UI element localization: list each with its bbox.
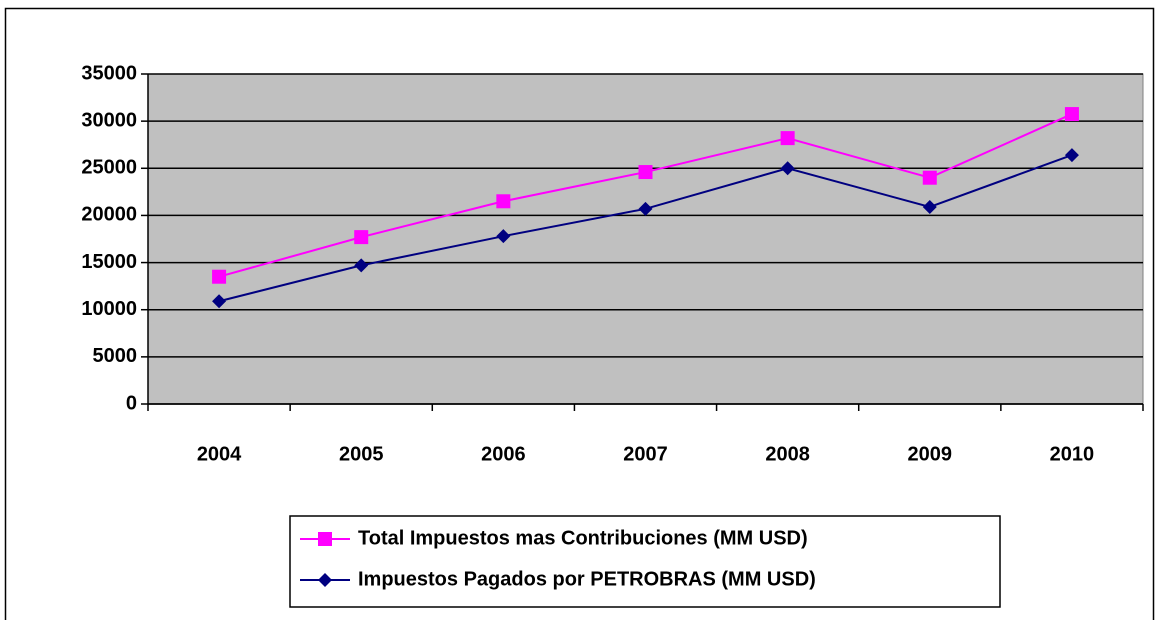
- y-tick-label: 10000: [81, 298, 137, 320]
- marker: [638, 165, 653, 180]
- y-tick-label: 35000: [81, 62, 137, 84]
- marker: [212, 269, 227, 284]
- plot-area: [147, 73, 1144, 405]
- legend-label: Total Impuestos mas Contribuciones (MM U…: [358, 527, 808, 549]
- y-tick-label: 25000: [81, 157, 137, 179]
- marker: [496, 229, 511, 244]
- legend-box: [289, 515, 1001, 608]
- y-tick-label: 20000: [81, 204, 137, 226]
- y-tick-label: 5000: [93, 345, 138, 367]
- marker: [318, 532, 332, 546]
- x-tick-label: 2007: [623, 443, 668, 465]
- marker: [354, 230, 369, 245]
- marker: [780, 131, 795, 146]
- legend-label: Impuestos Pagados por PETROBRAS (MM USD): [358, 568, 816, 590]
- x-tick-label: 2004: [197, 443, 242, 465]
- marker: [638, 201, 653, 216]
- x-tick-label: 2008: [765, 443, 810, 465]
- y-tick-label: 0: [126, 392, 137, 414]
- x-tick-label: 2009: [908, 443, 953, 465]
- marker: [1064, 148, 1079, 163]
- x-tick-label: 2006: [481, 443, 526, 465]
- marker: [318, 573, 332, 587]
- marker: [354, 258, 369, 273]
- marker: [780, 161, 795, 176]
- y-tick-label: 15000: [81, 251, 137, 273]
- marker: [922, 199, 937, 214]
- y-tick-label: 30000: [81, 109, 137, 131]
- marker: [922, 170, 937, 185]
- x-tick-label: 2010: [1050, 443, 1095, 465]
- marker: [1064, 107, 1079, 122]
- x-tick-label: 2005: [339, 443, 384, 465]
- marker: [496, 194, 511, 209]
- marker: [212, 294, 227, 309]
